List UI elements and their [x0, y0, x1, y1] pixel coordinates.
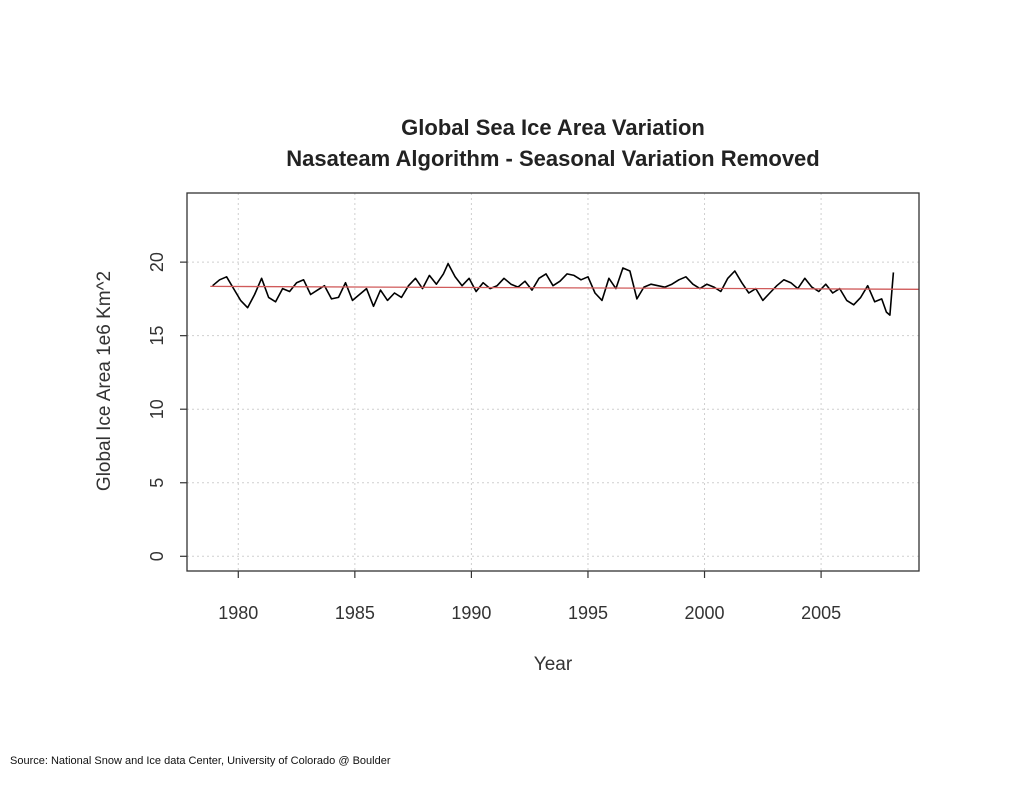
- y-tick-label-0: 0: [147, 551, 167, 561]
- x-tick-label-0: 1980: [218, 603, 258, 623]
- y-tick-label-3: 15: [147, 326, 167, 346]
- x-axis-ticks: 1980 1985 1990 1995 2000 2005: [218, 571, 841, 623]
- x-tick-label-1: 1985: [335, 603, 375, 623]
- chart-title: Global Sea Ice Area Variation: [401, 115, 705, 140]
- trend-line: [210, 285, 920, 290]
- y-tick-label-2: 10: [147, 399, 167, 419]
- x-tick-label-3: 1995: [568, 603, 608, 623]
- x-tick-label-4: 2000: [685, 603, 725, 623]
- x-tick-label-5: 2005: [801, 603, 841, 623]
- y-axis-ticks: 0 5 10 15 20: [147, 252, 187, 561]
- y-tick-label-4: 20: [147, 252, 167, 272]
- source-note: Source: National Snow and Ice data Cente…: [10, 755, 391, 767]
- grid: [187, 193, 919, 571]
- chart-subtitle: Nasateam Algorithm - Seasonal Variation …: [286, 146, 819, 171]
- plot-frame: [186, 192, 920, 572]
- x-tick-label-2: 1990: [451, 603, 491, 623]
- series-lines: [210, 262, 920, 316]
- y-tick-label-1: 5: [147, 478, 167, 488]
- x-axis-label: Year: [534, 654, 573, 675]
- y-axis-label: Global Ice Area 1e6 Km^2: [94, 271, 115, 491]
- ice-area-series-line: [212, 262, 895, 316]
